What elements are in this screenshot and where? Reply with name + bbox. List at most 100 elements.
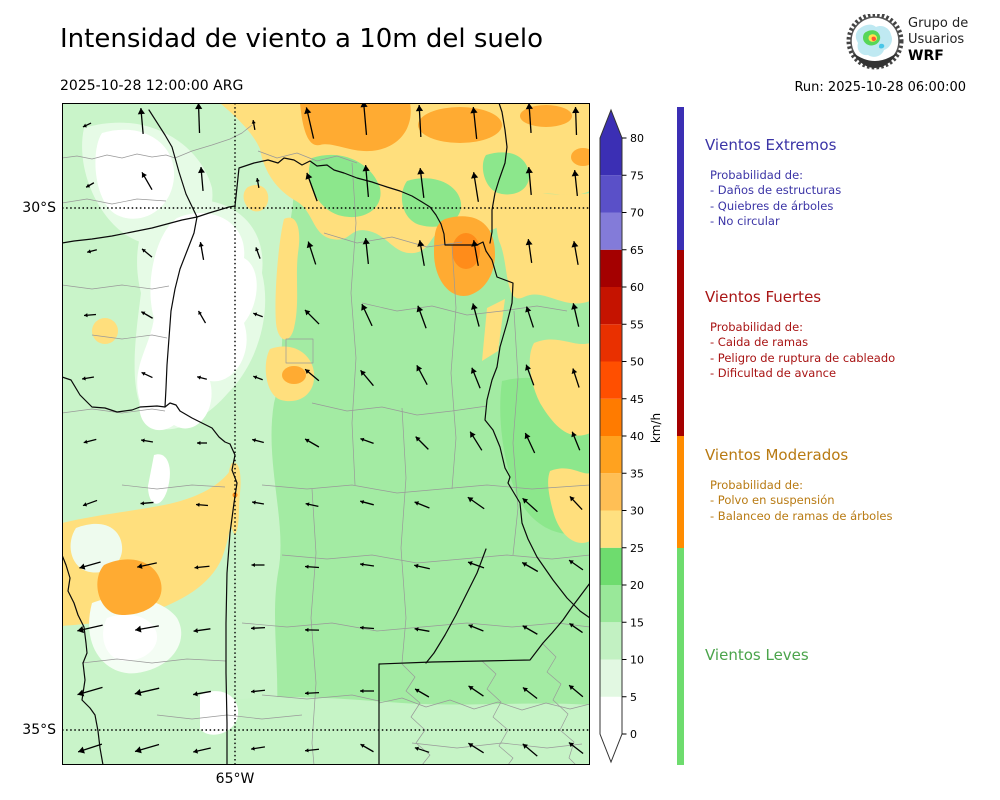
wrf-logo-icon <box>846 14 904 70</box>
logo-line3: WRF <box>908 48 944 64</box>
wind-arrow-head <box>470 107 478 114</box>
wind-arrow-head <box>141 372 146 376</box>
wind-arrow-head <box>416 305 424 313</box>
wind-arrow-head <box>569 496 575 502</box>
wind-arrow-head <box>360 437 365 442</box>
colorbar-segment <box>600 212 622 250</box>
wind-arrow-head <box>84 313 88 318</box>
wind-arrow-head <box>360 500 365 505</box>
wind-arrow-head <box>255 247 260 252</box>
wind-arrows <box>77 101 584 757</box>
page-title: Intensidad de viento a 10m del suelo <box>60 24 544 54</box>
logo-line2: Usuarios <box>908 32 965 47</box>
wind-arrow-head <box>82 502 88 507</box>
legend-section-items: - Caida de ramas - Peligro de ruptura de … <box>705 335 997 382</box>
wind-arrow-head <box>360 625 364 630</box>
wind-arrow-head <box>196 502 200 507</box>
colorbar-segment <box>600 622 622 660</box>
colorbar-under-arrow <box>600 734 622 762</box>
category-bar-segment <box>677 107 684 250</box>
colorbar-tick-label: 5 <box>630 691 637 704</box>
colorbar-tick-label: 75 <box>630 169 644 182</box>
wind-arrow-head <box>568 742 574 748</box>
wind-arrow-head <box>571 170 579 177</box>
wind-arrow-head <box>415 436 421 442</box>
lon-label-65w: 65°W <box>215 771 255 787</box>
wind-arrow-head <box>78 746 85 754</box>
wind-arrow-head <box>137 108 145 115</box>
legend-section-title: Vientos Moderados <box>705 446 849 464</box>
logo-text: Grupo de Usuarios WRF <box>908 16 968 64</box>
legend-section-items: - Polvo en suspensión - Balanceo de ramas… <box>705 493 997 524</box>
wind-arrow-head <box>197 375 202 380</box>
wind-arrow-head <box>415 105 424 112</box>
legend-item: - Dificultad de avance <box>710 366 837 380</box>
colorbar-tick-label: 0 <box>630 728 637 741</box>
wind-arrow-head <box>525 306 532 313</box>
run-time-label: Run: 2025-10-28 06:00:00 <box>794 80 966 95</box>
wind-arrow-head <box>134 746 142 754</box>
wind-arrow-head <box>198 167 205 174</box>
wind-arrow-head <box>77 689 85 697</box>
wind-arrow-head <box>414 501 420 506</box>
wind-arrow-head <box>142 248 146 253</box>
legend-item: - No circular <box>710 214 780 228</box>
wind-arrow-head <box>362 165 370 172</box>
wind-arrow-head <box>467 497 474 503</box>
wind-arrow-head <box>468 624 474 629</box>
legend-section-title: Vientos Fuertes <box>705 288 822 306</box>
wind-arrow-head <box>195 103 203 110</box>
wind-arrow-head <box>525 239 533 246</box>
colorbar-tick-label: 55 <box>630 318 644 331</box>
wind-arrow-head <box>362 238 370 245</box>
colorbar-segment <box>600 175 622 213</box>
colorbar-tick-label: 10 <box>630 654 644 667</box>
wind-arrow-head <box>571 431 577 438</box>
wind-arrow-head <box>522 498 529 504</box>
wind-arrow-head <box>83 439 88 444</box>
legend-item: - Peligro de ruptura de cableado <box>710 350 896 365</box>
wind-arrow-head <box>522 625 528 630</box>
colorbar-tick-label: 80 <box>630 132 644 145</box>
wind-arrow-head <box>79 563 86 570</box>
wind-arrow-head <box>140 501 145 506</box>
colorbar-tick-label: 50 <box>630 356 644 369</box>
wind-arrow-head <box>571 241 579 248</box>
wind-arrow-head <box>414 746 419 751</box>
legend-section-intro: Probabilidad de: <box>710 320 804 334</box>
wind-arrow-head <box>251 746 255 751</box>
wind-arrow-head <box>141 438 145 443</box>
wind-arrow-head <box>525 364 532 371</box>
graticule <box>62 103 590 765</box>
wind-arrow-head <box>522 743 528 749</box>
wind-arrow-head <box>306 241 314 249</box>
colorbar-segment <box>600 361 622 399</box>
wind-arrow-head <box>251 562 255 568</box>
department-boundaries <box>61 124 591 766</box>
colorbar-segment <box>600 398 622 436</box>
colorbar-tick-label: 25 <box>630 542 644 555</box>
wind-arrow-head <box>305 502 310 507</box>
map-frame <box>62 103 590 765</box>
wind-arrow-head <box>569 685 575 690</box>
wind-arrow-head <box>414 563 419 569</box>
colorbar-segment <box>600 324 622 362</box>
colorbar-segment <box>600 436 622 474</box>
wind-arrow-head <box>417 240 425 247</box>
legend-section-intro: Probabilidad de: <box>710 168 804 182</box>
wind-arrow-head <box>415 688 420 693</box>
colorbar-segment <box>600 138 622 176</box>
wind-arrow-head <box>193 748 199 754</box>
wind-arrow-head <box>305 564 309 569</box>
colorbar-tick-label: 30 <box>630 505 644 518</box>
wind-arrow-head <box>304 309 311 316</box>
wind-category-bar <box>677 107 684 765</box>
wind-arrow-head <box>251 626 255 631</box>
wind-arrow-head <box>417 168 425 175</box>
wind-arrow-head <box>198 310 202 315</box>
legend-item: - Quiebres de árboles <box>710 198 834 213</box>
wind-shading <box>62 103 595 765</box>
wind-arrow-head <box>77 626 84 634</box>
wind-arrow-head <box>471 303 478 310</box>
